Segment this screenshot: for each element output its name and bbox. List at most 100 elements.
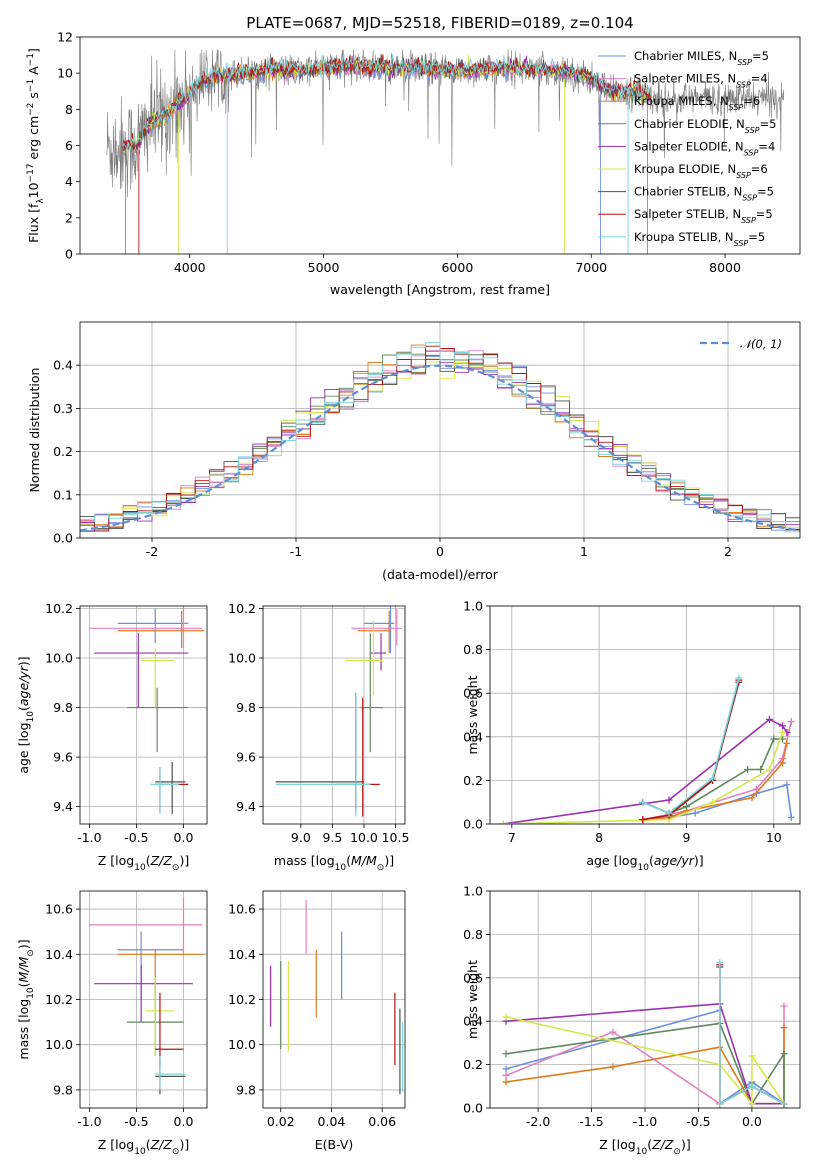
panel-residuals: -2 -1 0 1 2 0.0 0.1 0.2 0.3 0.4 (data-model)/error…	[27, 321, 801, 582]
axes-frame	[262, 890, 406, 1109]
plot-area	[502, 959, 788, 1108]
y-tick-label: 0.4	[53, 358, 73, 373]
weight-marker	[639, 798, 647, 806]
x-tick-label: 5000	[308, 260, 340, 275]
weight-marker	[779, 728, 787, 736]
weight-marker	[748, 794, 756, 802]
x-tick-label: 0.06	[368, 1114, 396, 1129]
legend-entry: Salpeter STELIB, NSSP=5	[634, 207, 773, 225]
weight-marker	[787, 718, 795, 726]
weight-marker	[780, 1024, 788, 1032]
panel-weight_vs_Z: -2.0 -1.5 -1.0 -0.5 0.0 0.0 0.2 0.4 0.6 0.8 1.0 Z […	[463, 884, 801, 1157]
weight-marker	[765, 766, 773, 773]
y-tick-label: 9.6	[236, 750, 256, 765]
x-tick-label: -2.0	[526, 1114, 550, 1129]
weight-marker	[735, 674, 743, 682]
y-tick-label: 9.8	[53, 700, 73, 715]
x-tick-label: -2	[146, 544, 158, 559]
x-tick-label: 10.5	[382, 830, 410, 845]
weight-line-chabrier-stelib	[642, 682, 740, 815]
y-tick-label: 10.2	[228, 601, 256, 616]
y-tick-label: 0.6	[463, 970, 483, 985]
x-tick-label: -0.5	[124, 1114, 148, 1129]
x-tick-label: 9.5	[322, 830, 342, 845]
x-tick-label: -1	[290, 544, 302, 559]
x-tick-label: -1.5	[579, 1114, 603, 1129]
legend-entry: Chabrier ELODIE, NSSP=5	[634, 117, 776, 135]
weight-marker	[665, 796, 673, 804]
y-axis-label: mass weight	[465, 960, 480, 1039]
x-tick-label: 4000	[174, 260, 206, 275]
weight-marker	[748, 1100, 756, 1108]
plot-area	[106, 49, 785, 254]
weight-marker	[783, 781, 791, 789]
weight-marker	[780, 1050, 788, 1058]
y-tick-label: 10	[57, 66, 73, 81]
y-tick-label: 0.2	[53, 444, 73, 459]
weight-marker	[682, 803, 690, 811]
x-tick-label: 0.0	[174, 830, 194, 845]
weight-marker	[757, 766, 765, 773]
x-tick-label: -1.0	[633, 1114, 657, 1129]
x-tick-label: 0	[436, 544, 444, 559]
y-tick-label: 0.3	[53, 401, 73, 416]
weight-marker	[665, 809, 673, 817]
y-tick-label: 0.1	[53, 487, 73, 502]
x-tick-label: 8000	[709, 260, 741, 275]
legend: Chabrier MILES, NSSP=5 Salpeter MILES, NS…	[598, 49, 776, 247]
y-tick-label: 10.4	[45, 947, 73, 962]
legend-entry: Chabrier STELIB, NSSP=5	[634, 185, 774, 203]
chart-title: PLATE=0687, MJD=52518, FIBERID=0189, z=0…	[246, 14, 633, 32]
plot-area	[89, 897, 205, 1095]
model-line-kroupa-stelib	[122, 54, 651, 151]
weight-marker	[780, 1002, 788, 1010]
weight-marker	[787, 813, 795, 821]
panel-age_vs_Z: -1.0 -0.5 0.0 9.4 9.6 9.8 10.0 10.2 Z [log10(Z/Z…	[16, 601, 208, 873]
weight-marker	[709, 798, 717, 806]
y-tick-label: 2	[65, 210, 73, 225]
x-tick-label: 0.02	[267, 1114, 295, 1129]
y-tick-label: 1.0	[463, 599, 483, 614]
x-tick-label: 10.0	[350, 830, 378, 845]
y-tick-label: 10.6	[45, 902, 73, 917]
weight-marker	[639, 816, 647, 824]
y-tick-label: 0.4	[463, 729, 483, 744]
weight-line-kroupa-stelib	[719, 962, 785, 1106]
x-tick-label: 7	[508, 830, 516, 845]
weight-marker	[779, 759, 787, 767]
axes-frame	[79, 890, 208, 1109]
weight-marker	[748, 1052, 756, 1060]
x-tick-label: -0.5	[124, 830, 148, 845]
y-tick-label: 0.4	[463, 1014, 483, 1029]
legend-entry: Chabrier MILES, NSSP=5	[634, 49, 769, 67]
x-tick-label: 6000	[441, 260, 473, 275]
plot-area	[499, 674, 795, 824]
x-tick-label: 9	[683, 830, 691, 845]
y-tick-label: 9.4	[236, 799, 256, 814]
x-tick-label: -1.0	[77, 830, 101, 845]
y-tick-label: 10.2	[228, 992, 256, 1007]
x-axis-label: wavelength [Angstrom, rest frame]	[330, 282, 550, 297]
axes-frame	[489, 605, 801, 825]
plot-area	[275, 606, 402, 817]
legend-entry: Salpeter MILES, NSSP=4	[634, 72, 768, 90]
y-tick-label: 8	[65, 102, 73, 117]
weight-marker	[609, 1028, 617, 1036]
histogram-kroupa-stelib	[80, 342, 800, 533]
y-tick-label: 10.2	[45, 601, 73, 616]
weight-line-kroupa-elodie	[503, 732, 784, 824]
weight-marker	[783, 739, 791, 747]
y-tick-label: 0.0	[463, 817, 483, 832]
y-tick-label: 12	[57, 30, 73, 45]
y-tick-label: 10.0	[228, 651, 256, 666]
legend-entry: 𝒩(0, 1)	[740, 337, 782, 351]
y-tick-label: 6	[65, 138, 73, 153]
weight-marker	[748, 1082, 756, 1090]
weight-marker	[502, 1071, 510, 1079]
y-tick-label: 0.8	[463, 927, 483, 942]
x-axis-label: Z [log10(Z/Z⊙)]	[98, 853, 189, 873]
y-tick-label: 4	[65, 174, 73, 189]
y-tick-label: 0.8	[463, 642, 483, 657]
weight-marker	[709, 774, 717, 782]
